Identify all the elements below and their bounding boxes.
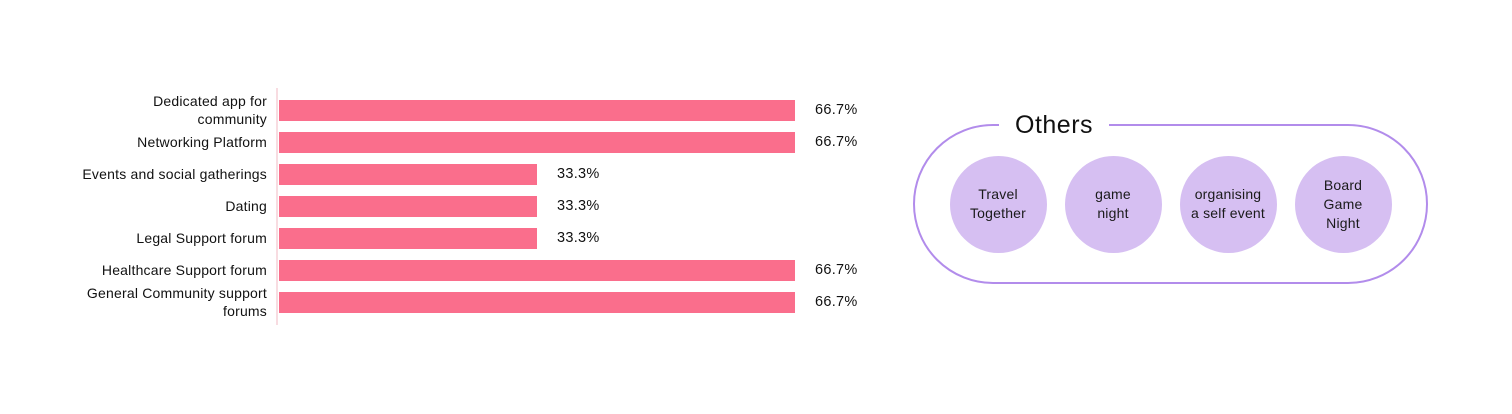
bar (279, 291, 795, 313)
bar-track: 66.7% (279, 259, 900, 281)
bar-track: 33.3% (279, 227, 900, 249)
bar-track: 66.7% (279, 99, 900, 121)
bar (279, 195, 537, 217)
value-label: 66.7% (815, 262, 858, 278)
chart-row: Networking Platform 66.7% (0, 126, 900, 158)
others-item-circle: Board Game Night (1294, 155, 1392, 253)
bar-track: 66.7% (279, 131, 900, 153)
others-panel-title: Others (999, 109, 1110, 141)
y-axis-line (276, 88, 278, 325)
chart-row: Dating 33.3% (0, 190, 900, 222)
others-item-circle: Travel Together (949, 155, 1047, 253)
category-label: Healthcare Support forum (101, 262, 267, 278)
bar (279, 131, 795, 153)
value-label: 66.7% (815, 294, 858, 310)
chart-row: Events and social gatherings 33.3% (0, 158, 900, 190)
bar-track: 33.3% (279, 163, 900, 185)
bar (279, 163, 537, 185)
category-label: General Community support forums (86, 285, 267, 319)
others-panel: Others Travel Together game night organisi… (913, 109, 1428, 284)
category-label: Dating (225, 198, 267, 214)
chart-row: Dedicated app for community 66.7% (0, 93, 900, 127)
chart-row: General Community support forums 66.7% (0, 285, 900, 319)
chart-rows: Dedicated app for community 66.7% Networki… (0, 93, 900, 319)
value-label: 33.3% (557, 166, 600, 182)
value-label: 33.3% (557, 230, 600, 246)
bar (279, 227, 537, 249)
others-item-circle: organising a self event (1179, 155, 1277, 253)
category-label: Legal Support forum (136, 230, 267, 246)
category-label: Dedicated app for community (153, 93, 267, 127)
others-circles: Travel Together game night organising a se… (915, 126, 1426, 282)
chart-row: Legal Support forum 33.3% (0, 222, 900, 254)
bar-chart: Dedicated app for community 66.7% Networki… (0, 88, 900, 325)
bar (279, 99, 795, 121)
chart-row: Healthcare Support forum 66.7% (0, 254, 900, 286)
category-label: Networking Platform (137, 134, 267, 150)
value-label: 33.3% (557, 198, 600, 214)
category-label: Events and social gatherings (82, 166, 267, 182)
value-label: 66.7% (815, 134, 858, 150)
bar-track: 66.7% (279, 291, 900, 313)
value-label: 66.7% (815, 102, 858, 118)
others-item-circle: game night (1064, 155, 1162, 253)
bar (279, 259, 795, 281)
bar-track: 33.3% (279, 195, 900, 217)
